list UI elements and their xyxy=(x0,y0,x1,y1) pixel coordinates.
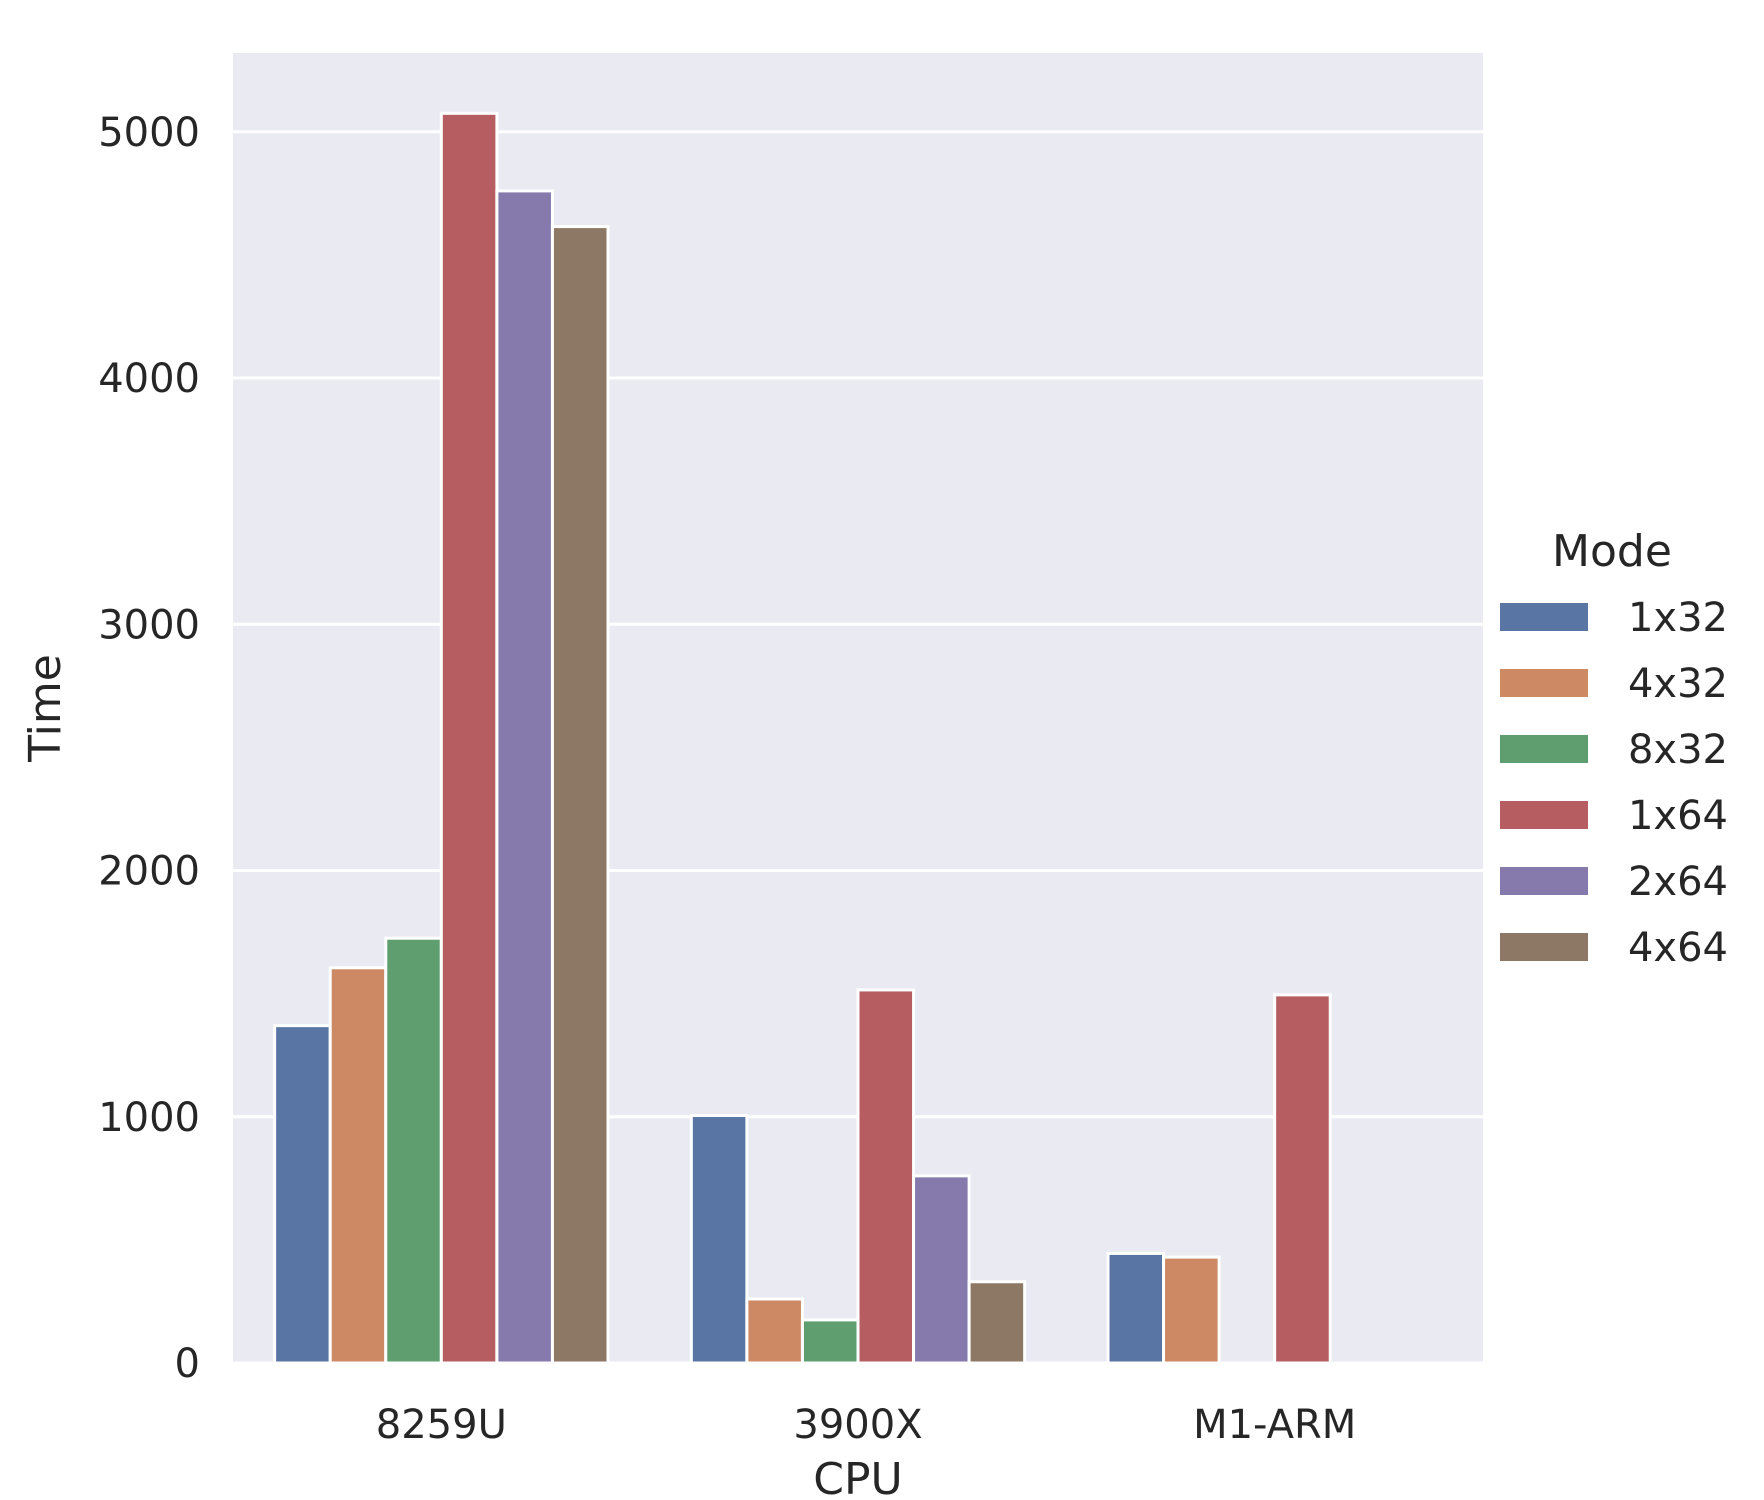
bar-8x32-8259U xyxy=(384,936,443,1365)
bar-4x64-8259U xyxy=(550,225,610,1365)
bar-4x32-M1-ARM xyxy=(1162,1255,1221,1365)
y-tick-label: 1000 xyxy=(98,1095,200,1141)
legend-label: 2x64 xyxy=(1628,859,1728,905)
bar-1x32-3900X xyxy=(689,1114,749,1365)
x-tick-label: M1-ARM xyxy=(1193,1402,1356,1448)
bar-4x32-3900X xyxy=(745,1297,804,1365)
legend-swatch-2x64 xyxy=(1500,867,1588,895)
legend-swatch-4x32 xyxy=(1500,669,1588,697)
bar-4x64-3900X xyxy=(967,1280,1027,1365)
bar-2x64-8259U xyxy=(495,189,554,1365)
bar-4x32-8259U xyxy=(328,966,388,1365)
y-tick-label: 5000 xyxy=(98,110,200,156)
legend-label: 4x64 xyxy=(1628,925,1728,971)
x-axis-ticks: 8259U 3900X M1-ARM xyxy=(376,1402,1356,1448)
x-tick-label: 8259U xyxy=(376,1402,507,1448)
x-tick-label: 3900X xyxy=(793,1402,922,1448)
bar-1x64-M1-ARM xyxy=(1273,993,1332,1365)
legend-label: 1x32 xyxy=(1628,595,1728,641)
legend-swatch-4x64 xyxy=(1500,933,1588,961)
y-tick-label: 3000 xyxy=(98,602,200,648)
legend-swatch-1x32 xyxy=(1500,603,1588,631)
x-axis-label: CPU xyxy=(813,1454,902,1500)
legend-label: 8x32 xyxy=(1628,727,1728,773)
bar-1x64-3900X xyxy=(856,988,916,1365)
legend-label: 1x64 xyxy=(1628,793,1728,839)
y-tick-label: 2000 xyxy=(98,849,200,895)
y-axis-ticks: 0 1000 2000 3000 4000 5000 xyxy=(98,110,200,1387)
bars xyxy=(273,111,1332,1365)
y-tick-label: 4000 xyxy=(98,356,200,402)
legend-swatch-8x32 xyxy=(1500,735,1588,763)
bar-1x64-8259U xyxy=(439,111,499,1365)
bar-1x32-8259U xyxy=(273,1024,332,1365)
y-axis-label: Time xyxy=(20,654,71,763)
y-tick-label: 0 xyxy=(175,1341,200,1387)
legend-label: 4x32 xyxy=(1628,661,1728,707)
legend-title: Mode xyxy=(1552,526,1672,577)
legend-swatch-1x64 xyxy=(1500,801,1588,829)
legend: Mode 1x32 4x32 8x32 1x64 2x64 4x64 xyxy=(1500,526,1728,971)
bar-8x32-3900X xyxy=(800,1318,860,1365)
bar-2x64-3900X xyxy=(912,1174,971,1365)
bar-1x32-M1-ARM xyxy=(1106,1251,1166,1365)
